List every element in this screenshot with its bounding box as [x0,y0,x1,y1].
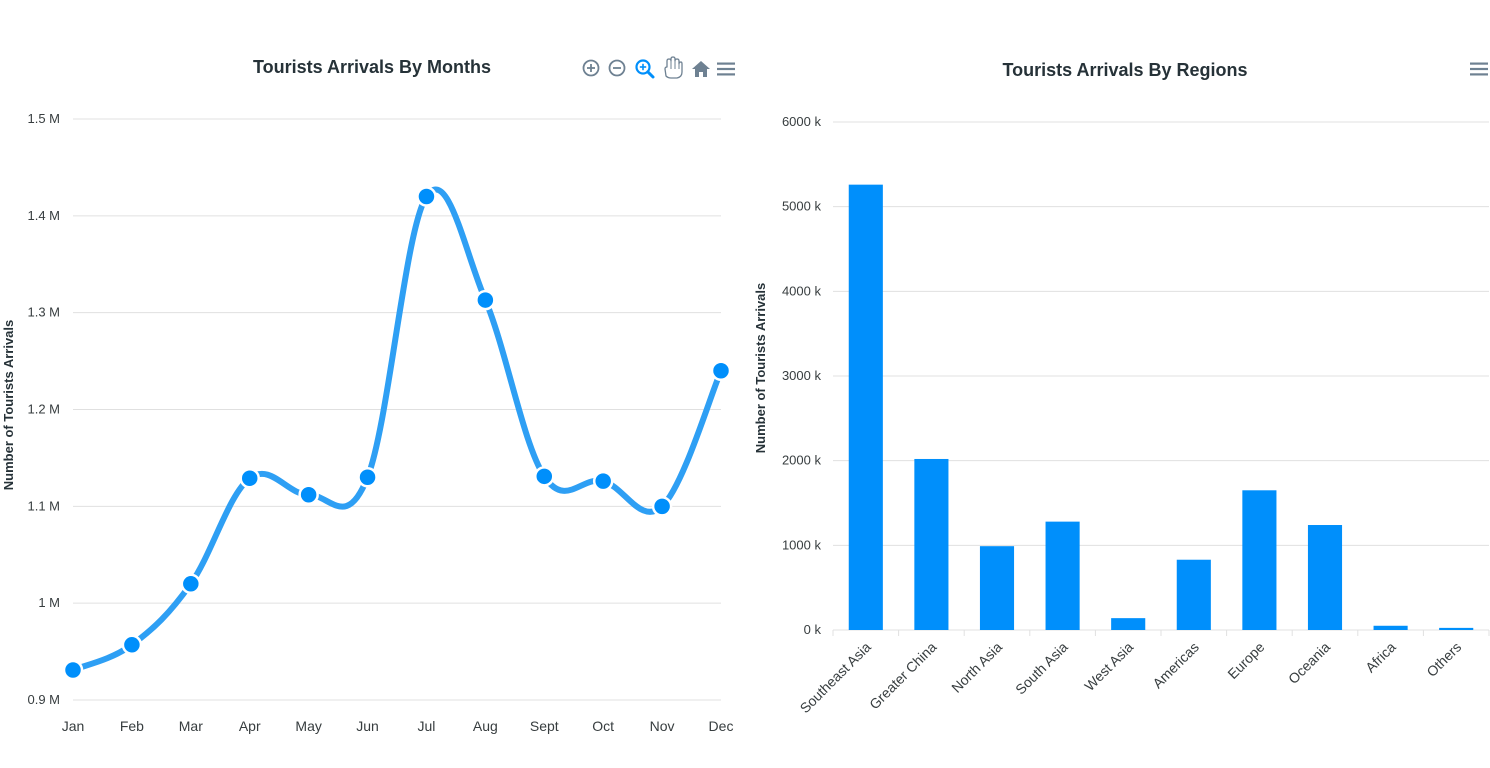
bar[interactable] [848,184,883,631]
y-tick-label: 2000 k [782,453,822,468]
x-tick-label: South Asia [1012,639,1071,698]
data-point[interactable] [475,289,496,311]
bar[interactable] [1242,490,1277,630]
bar[interactable] [914,458,949,630]
data-point[interactable] [121,634,143,656]
x-tick-label: Jul [418,718,436,734]
y-tick-label: 1.1 M [27,498,60,513]
menu-icon[interactable] [717,62,735,76]
x-tick-label: Jan [62,718,85,734]
bar[interactable] [1176,559,1211,630]
y-tick-label: 4000 k [782,283,822,298]
x-tick-label: Jun [356,718,379,734]
selection-zoom-icon[interactable] [635,59,655,79]
bar[interactable] [1045,521,1080,630]
series-line [70,186,724,673]
data-point[interactable] [416,186,437,207]
x-tick-label: Greater China [866,639,940,713]
y-tick-label: 0.9 M [27,692,60,707]
reset-home-icon[interactable] [692,61,710,77]
x-tick-label: May [295,718,321,734]
chart-title: Tourists Arrivals By Months [253,57,491,77]
y-axis-label: Number of Tourists Arrivals [753,283,768,453]
x-tick-label: West Asia [1081,639,1136,694]
x-tick-label: Feb [120,718,144,734]
y-tick-label: 1000 k [782,537,822,552]
x-tick-label: Sept [530,718,559,734]
line-chart-svg: Tourists Arrivals By Months Number of To… [1,56,735,734]
y-tick-label: 1 M [38,595,60,610]
data-point[interactable] [357,467,378,488]
x-tick-label: Aug [473,718,498,734]
x-tick-label: Dec [709,718,734,734]
data-point[interactable] [298,484,319,505]
zoom-out-icon[interactable] [608,59,626,77]
x-tick-label: Mar [179,718,203,734]
chart-title: Tourists Arrivals By Regions [1002,60,1247,80]
x-tick-label: Apr [239,718,261,734]
x-tick-label: Nov [650,718,675,734]
data-point[interactable] [180,573,202,595]
bar[interactable] [1307,525,1343,630]
bar[interactable] [979,546,1015,630]
bar[interactable] [1439,627,1474,630]
chart-arrivals-by-months: Tourists Arrivals By Months Number of To… [1,56,735,734]
data-point[interactable] [592,470,614,492]
data-point[interactable] [62,659,84,681]
zoom-in-icon[interactable] [582,59,600,77]
y-axis-label: Number of Tourists Arrivals [1,320,16,490]
x-tick-label: North Asia [948,639,1005,696]
data-point[interactable] [534,466,555,487]
data-point[interactable] [239,468,260,489]
y-tick-label: 1.4 M [27,208,60,223]
y-tick-label: 5000 k [782,199,822,214]
y-tick-label: 1.2 M [27,402,60,417]
x-tick-label: Oceania [1285,639,1333,687]
y-tick-label: 1.3 M [27,305,60,320]
x-tick-label: Others [1423,639,1464,680]
data-point[interactable] [710,360,732,382]
menu-icon[interactable] [1470,62,1488,76]
pan-icon[interactable] [664,56,683,79]
bar[interactable] [1373,625,1408,630]
y-tick-label: 6000 k [782,114,822,129]
y-tick-label: 1.5 M [27,111,60,126]
x-tick-label: Oct [592,718,614,734]
chart-arrivals-by-regions: Tourists Arrivals By Regions Number of T… [745,0,1490,768]
data-point[interactable] [651,496,673,517]
x-tick-label: Europe [1224,639,1267,682]
bar-chart-svg: Tourists Arrivals By Regions Number of T… [753,60,1490,717]
x-tick-label: Southeast Asia [797,639,875,717]
x-tick-label: Americas [1149,639,1202,692]
x-tick-label: Africa [1362,639,1399,676]
y-tick-label: 3000 k [782,368,822,383]
bar[interactable] [1111,618,1146,630]
y-tick-label: 0 k [804,622,822,637]
